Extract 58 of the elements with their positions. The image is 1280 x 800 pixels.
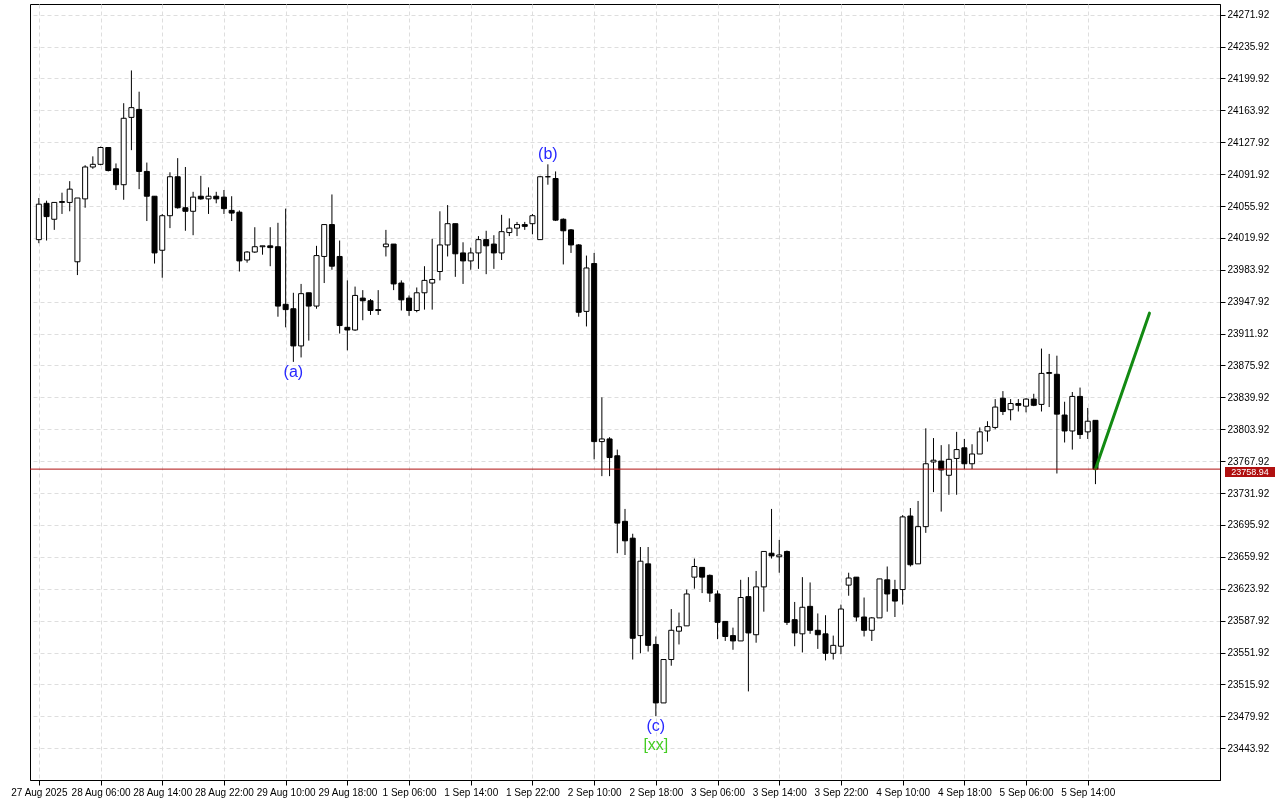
candlestick	[675, 612, 682, 645]
candlestick	[622, 508, 628, 556]
x-tick-label: 29 Aug 10:00	[256, 786, 317, 798]
x-tick-label: 4 Sep 18:00	[937, 786, 993, 798]
y-tick-label: 23767.92	[1227, 455, 1270, 467]
y-tick-label: 24019.92	[1227, 232, 1270, 244]
x-tick-label: 5 Sep 06:00	[999, 786, 1054, 798]
annotation: (c)	[646, 717, 666, 735]
y-tick-label: 23911.92	[1227, 328, 1269, 340]
x-tick-label: 1 Sep 14:00	[444, 786, 499, 798]
y-tick-label: 23803.92	[1227, 423, 1270, 435]
y-tick-label: 24271.92	[1227, 9, 1270, 21]
y-tick-label: 23875.92	[1227, 360, 1270, 371]
x-tick-label: 29 Aug 18:00	[318, 786, 378, 798]
candlestick	[220, 189, 227, 215]
x-tick-label: 5 Sep 14:00	[1061, 786, 1116, 798]
candlestick	[568, 228, 575, 254]
x-tick-label: 28 Aug 22:00	[194, 786, 255, 798]
y-tick-label: 24055.92	[1227, 200, 1270, 212]
y-tick-label: 24127.92	[1227, 136, 1270, 148]
x-tick-label: 3 Sep 22:00	[814, 786, 869, 798]
x-tick-label: 3 Sep 06:00	[691, 786, 746, 798]
x-tick-label: 1 Sep 22:00	[505, 786, 561, 798]
candlestick	[514, 221, 521, 237]
y-tick-label: 23731.92	[1227, 487, 1270, 499]
annotation: (a)	[283, 362, 304, 380]
y-tick-label: 23479.92	[1227, 710, 1270, 722]
y-tick-label: 23623.92	[1227, 583, 1270, 595]
candlestick	[58, 192, 65, 215]
y-tick-label: 23839.92	[1227, 391, 1270, 403]
candlestick	[112, 162, 119, 191]
y-tick-label: 23947.92	[1227, 296, 1270, 308]
candlestick	[460, 241, 467, 285]
y-tick-label: 24091.92	[1227, 168, 1270, 180]
x-tick-label: 3 Sep 14:00	[752, 786, 808, 798]
x-tick-label: 27 Aug 2025	[11, 786, 68, 798]
candlestick	[406, 294, 413, 317]
annotation: [xx]	[643, 736, 669, 754]
candlestick	[969, 443, 976, 470]
y-tick-label: 23659.92	[1227, 551, 1270, 563]
y-tick-label: 24163.92	[1227, 104, 1270, 116]
y-tick-label: 23443.92	[1227, 742, 1270, 754]
candlestick	[729, 627, 736, 651]
y-tick-label: 23587.92	[1227, 615, 1270, 627]
ref-line-label: 23758.94	[1231, 467, 1269, 478]
x-tick-label: 28 Aug 06:00	[71, 786, 131, 798]
x-tick-label: 2 Sep 18:00	[629, 786, 684, 798]
y-tick-label: 24235.92	[1227, 41, 1270, 53]
x-tick-label: 4 Sep 10:00	[876, 786, 931, 798]
x-tick-label: 1 Sep 06:00	[382, 786, 437, 798]
annotation: (b)	[538, 145, 558, 163]
y-tick-label: 23983.92	[1227, 264, 1270, 276]
x-tick-label: 2 Sep 10:00	[567, 786, 623, 798]
y-tick-label: 23551.92	[1227, 647, 1270, 659]
x-tick-label: 28 Aug 14:00	[133, 786, 193, 798]
y-tick-label: 23695.92	[1227, 519, 1270, 531]
y-tick-label: 23515.92	[1227, 678, 1270, 690]
y-tick-label: 24199.92	[1227, 72, 1270, 84]
